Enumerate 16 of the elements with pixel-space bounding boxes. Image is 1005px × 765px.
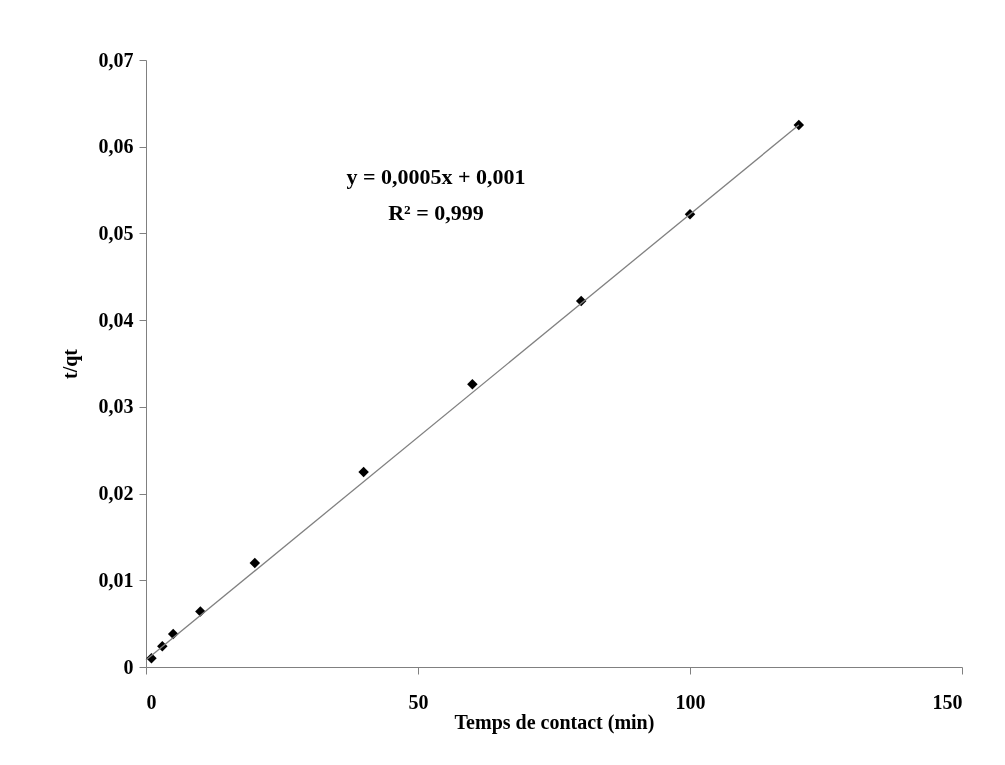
- y-tick-label: 0,03: [98, 395, 134, 418]
- y-tick-label: 0,05: [98, 221, 134, 244]
- y-tick-label: 0,07: [98, 48, 134, 71]
- annotation: y = 0,0005x + 0,001: [346, 164, 526, 189]
- y-tick-label: 0,04: [98, 308, 134, 331]
- x-tick-label: 100: [675, 690, 706, 713]
- y-tick-label: 0,06: [98, 135, 134, 158]
- x-axis-title: Temps de contact (min): [454, 710, 655, 734]
- x-tick-label: 0: [146, 690, 157, 713]
- y-axis-title: t/qt: [58, 348, 82, 379]
- annotation: R² = 0,999: [388, 200, 484, 225]
- x-tick-label: 150: [932, 690, 963, 713]
- y-tick-label: 0: [123, 655, 134, 678]
- y-tick-label: 0,02: [98, 482, 134, 505]
- y-tick-label: 0,01: [98, 568, 134, 591]
- x-tick-label: 50: [408, 690, 429, 713]
